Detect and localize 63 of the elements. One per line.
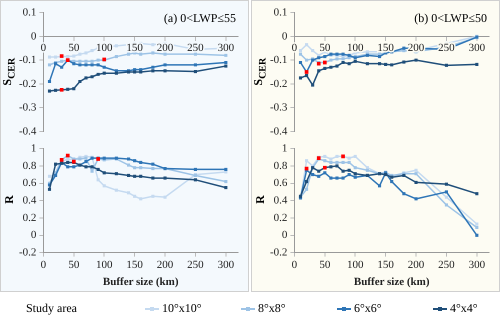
- x-tick-label: 200: [156, 259, 174, 272]
- x-tick-label: 150: [377, 259, 394, 272]
- x-tick-label: 50: [68, 42, 80, 54]
- x-tick-label: 300: [218, 42, 235, 54]
- x-tick-label: 250: [187, 259, 204, 272]
- x-tick-label: 0: [40, 42, 47, 54]
- x-tick-label: 300: [468, 259, 486, 272]
- y-tick-label: 0.2: [274, 212, 288, 224]
- x-tick-label: 0: [292, 42, 298, 54]
- x-axis-title: Buffer size (km): [354, 276, 430, 288]
- x-tick-label: 0: [40, 259, 47, 272]
- y-tick-label: 1: [30, 142, 36, 154]
- y-tick-label: -0.3: [18, 102, 37, 114]
- legend-label: 6°x6°: [354, 301, 382, 316]
- x-tick-label: 50: [319, 42, 331, 54]
- y-axis-title: R: [1, 194, 16, 204]
- legend-label: 8°x8°: [258, 301, 286, 316]
- annotation: (a) 0<LWP≤55: [164, 11, 236, 26]
- x-tick-label: 100: [346, 259, 364, 272]
- y-tick-label: 0.1: [274, 6, 288, 18]
- x-tick-label: 250: [187, 42, 204, 54]
- y-axis-title: R: [252, 194, 268, 204]
- x-tick-label: 200: [408, 259, 425, 272]
- x-tick-label: 300: [468, 42, 486, 54]
- x-axis-title: Buffer size (km): [102, 276, 179, 288]
- y-tick-label: 1: [282, 142, 288, 154]
- y-tick-label: -0.2: [270, 78, 288, 90]
- y-tick-label: -0.1: [270, 54, 288, 66]
- annotation: (b) 0<LWP≤50: [414, 11, 487, 26]
- y-tick-label: -0.4: [18, 125, 37, 138]
- y-tick-label: 0: [282, 229, 288, 242]
- x-tick-label: 50: [68, 259, 80, 272]
- x-tick-label: 150: [377, 42, 394, 54]
- x-tick-label: 250: [438, 259, 456, 272]
- x-tick-label: 100: [96, 259, 113, 272]
- y-tick-label: -0.4: [270, 125, 288, 138]
- y-tick-label: 0.4: [274, 194, 288, 206]
- y-tick-label: -0.2: [18, 246, 36, 258]
- y-tick-label: 0.1: [22, 6, 36, 18]
- legend-title: Study area: [26, 301, 77, 316]
- x-tick-label: 150: [126, 42, 144, 54]
- legend-label: 4°x4°: [450, 301, 478, 316]
- y-tick-label: -0.1: [18, 54, 36, 66]
- x-tick-label: 300: [218, 259, 235, 272]
- x-tick-label: 150: [126, 259, 144, 272]
- y-tick-label: -0.2: [270, 246, 288, 258]
- x-tick-label: 200: [156, 42, 174, 54]
- y-tick-label: 0: [30, 229, 37, 242]
- y-tick-label: -0.3: [270, 102, 288, 114]
- y-tick-label: 0.2: [22, 212, 36, 224]
- y-tick-label: 0.8: [274, 160, 288, 172]
- x-tick-label: 0: [292, 259, 298, 272]
- legend-label: 10°x10°: [162, 301, 202, 316]
- y-tick-label: 0.6: [22, 177, 37, 190]
- x-tick-label: 50: [319, 259, 331, 272]
- y-tick-label: 0: [282, 30, 288, 42]
- y-tick-label: 0: [30, 30, 37, 42]
- y-tick-label: 0.4: [22, 194, 37, 206]
- y-tick-label: 0.8: [22, 160, 37, 172]
- x-tick-label: 100: [346, 42, 364, 54]
- y-tick-label: 0.6: [274, 177, 288, 190]
- y-tick-label: -0.2: [18, 78, 36, 90]
- x-tick-label: 100: [96, 42, 113, 54]
